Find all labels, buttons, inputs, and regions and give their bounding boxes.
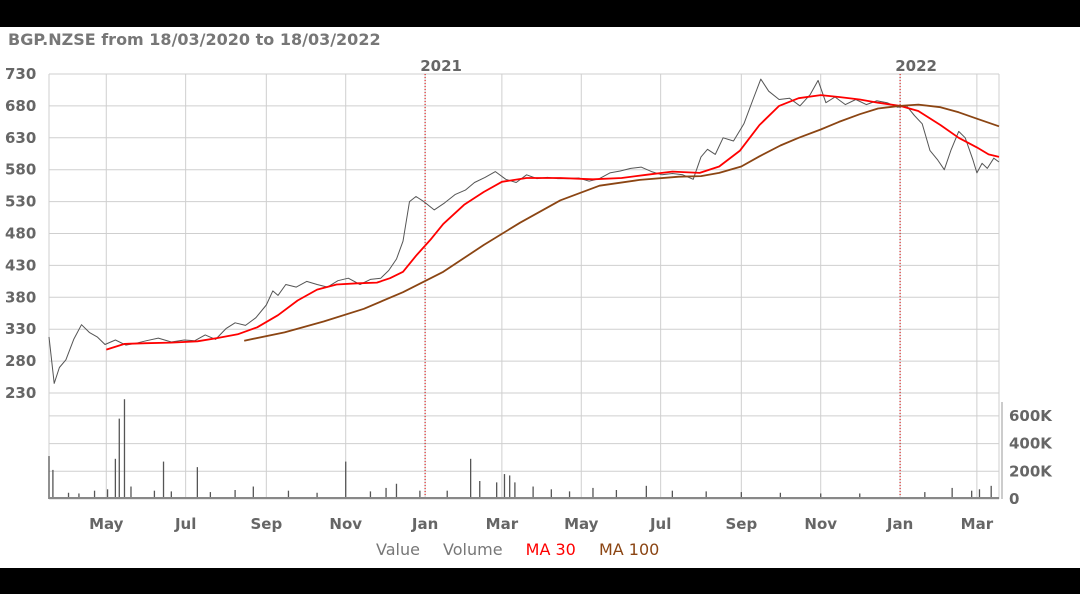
volume-bars: [48, 399, 999, 499]
month-tick-label: Sep: [250, 515, 282, 533]
year-markers: 2021 2022: [420, 57, 937, 499]
series-ma-30: [106, 94, 1000, 351]
time-axis: May Jul Sep Nov Jan Mar May Jul Sep Nov Jan Mar: [89, 515, 994, 533]
stock-chart: 230 280 330 380 430 480 530 580 630 680 730 0 200K 4…: [5, 57, 1053, 533]
volume-axis: 0 200K 400K 600K: [1009, 407, 1053, 508]
month-tick-label: Jul: [649, 515, 671, 533]
legend-volume: Volume: [443, 540, 503, 559]
volume-tick-label: 200K: [1009, 462, 1053, 480]
price-tick-label: 480: [5, 225, 36, 243]
price-axis: 230 280 330 380 430 480 530 580 630 680 730: [5, 65, 36, 402]
price-tick-label: 330: [5, 320, 36, 338]
chart-frame: BGP.NZSE from 18/03/2020 to 18/03/2022 2…: [0, 27, 1080, 568]
month-tick-label: Nov: [329, 515, 362, 533]
price-tick-label: 280: [5, 352, 36, 370]
grid: [48, 73, 1003, 500]
volume-tick-label: 400K: [1009, 435, 1053, 453]
legend-ma100: MA 100: [598, 540, 660, 559]
price-tick-label: 380: [5, 288, 36, 306]
month-tick-label: Nov: [804, 515, 837, 533]
month-tick-label: Jan: [886, 515, 913, 533]
price-lines: [48, 78, 1000, 384]
price-tick-label: 730: [5, 65, 36, 83]
month-tick-label: Jan: [411, 515, 438, 533]
legend-value: Value: [376, 540, 420, 559]
month-tick-label: May: [564, 515, 599, 533]
month-tick-label: Sep: [725, 515, 757, 533]
price-tick-label: 680: [5, 97, 36, 115]
year-marker-label: 2022: [895, 57, 937, 75]
chart-title: BGP.NZSE from 18/03/2020 to 18/03/2022: [8, 30, 381, 49]
price-tick-label: 230: [5, 384, 36, 402]
price-tick-label: 530: [5, 193, 36, 211]
month-tick-label: Mar: [486, 515, 519, 533]
month-tick-label: May: [89, 515, 124, 533]
year-marker-label: 2021: [420, 57, 462, 75]
series-ma-100: [244, 103, 1000, 342]
series-value: [48, 78, 1000, 384]
price-tick-label: 430: [5, 256, 36, 274]
price-tick-label: 630: [5, 129, 36, 147]
volume-tick-label: 600K: [1009, 407, 1053, 425]
legend: Value Volume MA 30 MA 100: [376, 540, 677, 559]
month-tick-label: Mar: [961, 515, 994, 533]
month-tick-label: Jul: [174, 515, 196, 533]
volume-tick-label: 0: [1009, 490, 1019, 508]
price-tick-label: 580: [5, 161, 36, 179]
legend-ma30: MA 30: [525, 540, 576, 559]
